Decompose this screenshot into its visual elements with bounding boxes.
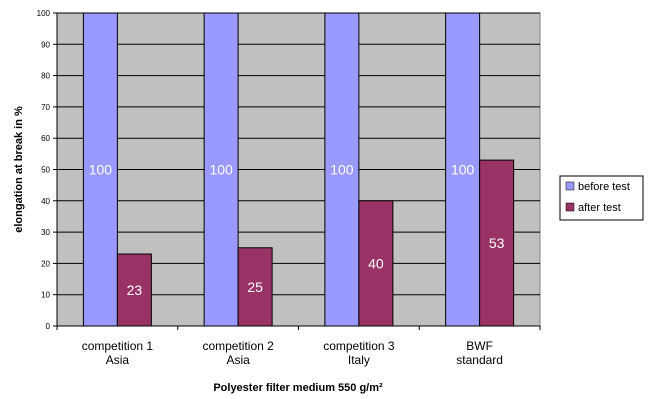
bar-after-test-3 (479, 159, 515, 327)
y-tick-label-0: 0 (46, 322, 51, 331)
legend-label-after-test: after test (578, 202, 621, 214)
y-tick-label-40: 40 (41, 197, 50, 206)
data-label-before-test-0: 100 (89, 162, 113, 178)
legend-swatch-before-test (565, 181, 575, 191)
y-tick-label-80: 80 (41, 72, 50, 81)
y-tick-label-70: 70 (41, 103, 50, 112)
data-label-after-test-1: 25 (247, 279, 263, 295)
x-tick-label-line-3-1: standard (456, 353, 503, 367)
data-label-after-test-2: 40 (368, 255, 384, 271)
bar-before-test-0 (82, 12, 118, 327)
y-tick-labels: 0 10 20 30 40 50 60 70 80 90 100 (37, 9, 51, 331)
bar-after-test-2 (358, 200, 394, 327)
x-tick-label-0: competition 1 Asia (82, 339, 154, 367)
legend-swatch-after-test (565, 202, 575, 212)
y-tick-label-90: 90 (41, 40, 50, 49)
y-axis-title: elongation at break in % (13, 106, 25, 233)
x-tick-label-3: BWF standard (456, 339, 503, 367)
bar-before-test-1 (203, 12, 239, 327)
x-axis-title: Polyester filter medium 550 g/m² (213, 382, 383, 394)
y-tick-label-50: 50 (41, 166, 50, 175)
y-tick-label-100: 100 (37, 9, 51, 18)
data-label-after-test-0: 23 (127, 282, 143, 298)
bar-after-test-1 (237, 247, 273, 327)
y-tick-label-60: 60 (41, 134, 50, 143)
y-tick-label-30: 30 (41, 228, 50, 237)
x-tick-label-line-2-0: competition 3 (323, 339, 395, 353)
data-label-after-test-3: 53 (489, 235, 505, 251)
x-tick-label-2: competition 3 Italy (323, 339, 395, 367)
x-tick-label-1: competition 2 Asia (202, 339, 274, 367)
data-label-before-test-1: 100 (209, 162, 233, 178)
x-tick-label-line-3-0: BWF (466, 339, 493, 353)
x-tick-label-line-1-1: Asia (226, 353, 250, 367)
data-label-before-test-3: 100 (451, 162, 475, 178)
legend-box (559, 175, 644, 221)
x-tick-label-line-0-0: competition 1 (82, 339, 154, 353)
data-labels: 100 23 100 25 100 40 100 53 (89, 162, 505, 299)
x-tick-label-line-1-0: competition 2 (202, 339, 274, 353)
bar-before-test-3 (445, 12, 481, 327)
x-tick-label-line-0-1: Asia (106, 353, 130, 367)
y-tick-label-20: 20 (41, 259, 50, 268)
bar-before-test-2 (324, 12, 360, 327)
legend-label-before-test: before test (578, 181, 630, 193)
axes (53, 12, 541, 330)
y-tick-label-10: 10 (41, 291, 50, 300)
legend: before test after test (559, 175, 644, 221)
data-label-before-test-2: 100 (330, 162, 354, 178)
x-tick-label-line-2-1: Italy (348, 353, 370, 367)
